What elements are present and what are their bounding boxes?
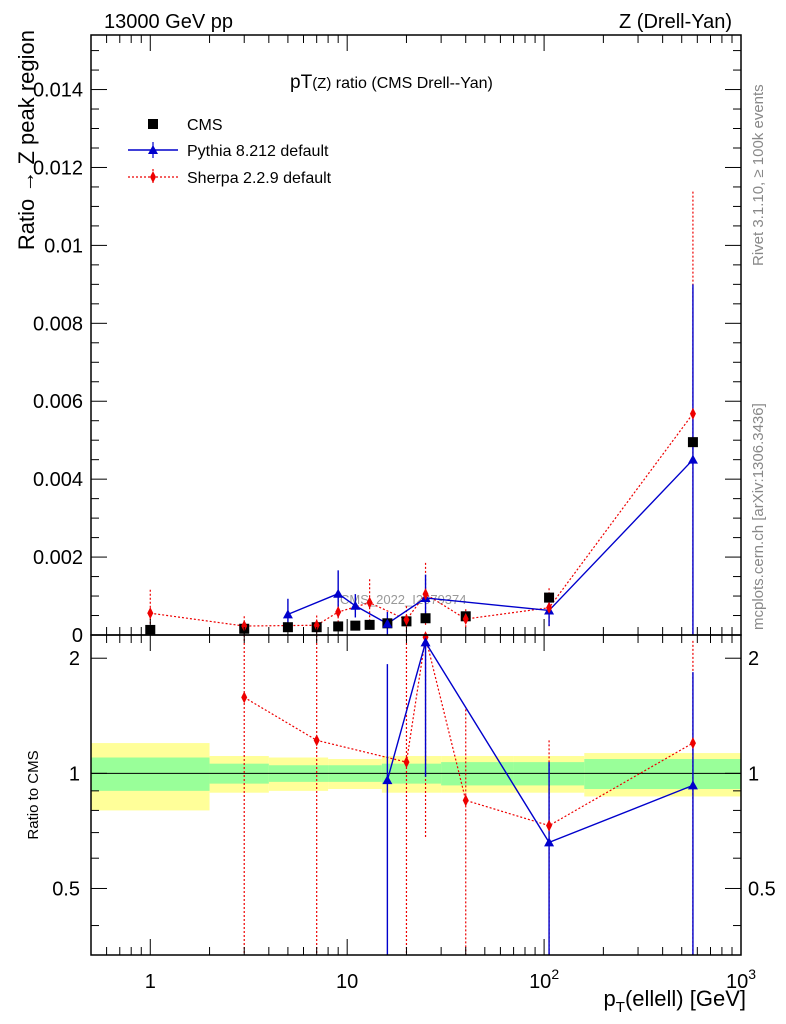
sherpa-point [241,620,248,633]
sherpa-point [313,619,320,632]
legend-label: Pythia 8.212 default [187,143,329,160]
x-axis-label: pT(ellell) [GeV] [604,986,746,1016]
ratio-pythia-point [544,837,555,847]
ratio-sherpa-point [689,737,696,750]
ratio-sherpa-line [243,637,694,827]
sherpa-line [150,413,694,627]
x-tick-label: 1 [145,971,156,993]
uncertainty-band-inner [584,759,741,790]
cms-data-point [350,620,361,631]
ratio-y-tick-label: 0.5 [52,878,80,900]
ratio-pythia-point [382,775,393,785]
legend-label: CMS [187,117,223,134]
y-tick-label: 0.002 [33,547,83,569]
y-tick-label: 0.006 [33,391,83,413]
y-tick-label: 0 [72,625,83,647]
sherpa-point [366,596,373,609]
legend-marker-square [148,119,158,129]
ratio-y-tick-label: 1 [69,763,80,785]
sherpa-point [335,606,342,619]
ratio-plot-area [91,635,741,955]
y-tick-label: 0.004 [33,469,83,491]
pythia-point [350,600,361,610]
side-label-mcplots: mcplots.cern.ch [arXiv:1306.3436] [750,403,767,630]
cms-data-point [544,592,555,603]
ratio-sherpa-point [313,734,320,747]
watermark: CMS_2022_I2079374 [340,592,467,607]
cms-data-point [333,621,344,632]
pythia-point [282,609,293,619]
pythia-point [382,618,393,628]
ratio-y-tick-label-right: 0.5 [748,878,776,900]
sherpa-point [403,613,410,626]
header-left: 13000 GeV pp [104,11,233,33]
y-tick-label: 0.014 [33,80,83,102]
cms-data-point [364,619,375,630]
ratio-sherpa-point [403,756,410,769]
pythia-point [687,454,698,464]
uncertainty-band-inner [91,757,210,791]
legend-label: Sherpa 2.2.9 default [187,170,332,187]
x-tick-label: 103 [726,966,756,993]
x-tick-label: 102 [529,966,559,993]
sherpa-point [462,613,469,626]
main-plot-area: CMS_2022_I2079374 [149,191,694,635]
sherpa-point [422,588,429,601]
ratio-y-tick-label-right: 1 [748,763,759,785]
sherpa-point [689,407,696,420]
chart-title: pT(Z) ratio (CMS Drell--Yan) [290,72,493,93]
header-right: Z (Drell-Yan) [619,11,732,33]
x-tick-label: 10 [336,971,358,993]
legend-marker-diamond [150,171,156,183]
pythia-point [333,588,344,598]
ratio-pythia-point [420,637,431,647]
y-tick-label: 0.008 [33,313,83,335]
ratio-frame [90,634,742,956]
ratio-pythia-line [386,640,694,844]
cms-data-point [420,613,431,624]
ratio-pythia-point [687,780,698,790]
side-label-rivet: Rivet 3.1.10, ≥ 100k events [750,84,767,266]
y-axis-label: Ratio → Z peak region [14,30,39,250]
ratio-y-tick-label: 2 [69,648,80,670]
ratio-y-axis-label: Ratio to CMS [25,750,42,839]
sherpa-point [147,607,154,620]
cms-data-point [687,437,698,448]
legend-marker-triangle [148,145,158,154]
y-tick-label: 0.01 [44,235,83,257]
sherpa-point [546,601,553,614]
ratio-sherpa-point [462,794,469,807]
ratio-sherpa-point [241,691,248,704]
y-tick-label: 0.012 [33,157,83,179]
ratio-y-tick-label-right: 2 [748,648,759,670]
ratio-sherpa-point [546,819,553,832]
